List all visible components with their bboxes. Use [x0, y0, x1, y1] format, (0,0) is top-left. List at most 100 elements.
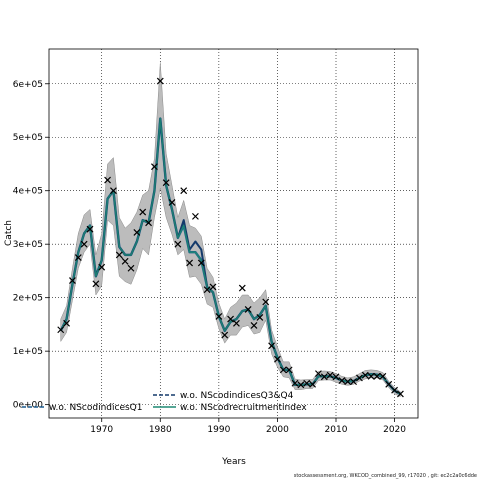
y-axis-label: Catch — [4, 220, 14, 246]
y-tick-label: 6e+05 — [13, 80, 43, 90]
observed-point — [315, 370, 322, 378]
observed-point-stroke — [174, 240, 182, 248]
y-tick-label: 5e+05 — [13, 133, 43, 143]
observed-point — [320, 373, 328, 381]
x-tick-label: 1980 — [149, 425, 172, 435]
observed-point-stroke — [139, 208, 147, 216]
y-tick-label: 3e+05 — [13, 240, 43, 250]
observed-point — [98, 263, 106, 271]
observed-point — [174, 240, 182, 248]
observed-point — [110, 187, 117, 195]
observed-point — [274, 355, 281, 363]
observed-point — [104, 176, 111, 184]
observed-point-stroke — [315, 370, 322, 378]
observed-point-stroke — [244, 306, 252, 313]
observed-point-stroke — [221, 331, 229, 339]
observed-point — [344, 378, 352, 386]
observed-point-stroke — [98, 263, 106, 271]
observed-point-stroke — [350, 378, 357, 386]
x-tick-label: 2010 — [325, 425, 348, 435]
observed-point — [350, 378, 357, 386]
y-tick-label: 0e+00 — [13, 401, 44, 411]
observed-point-stroke — [209, 283, 217, 291]
observed-point-stroke — [367, 372, 375, 380]
observed-point-stroke — [262, 298, 270, 306]
series-lines — [59, 117, 402, 395]
observed-point — [180, 187, 188, 195]
observed-point-stroke — [356, 374, 363, 382]
observed-point-stroke — [338, 377, 346, 384]
observed-point — [162, 179, 170, 187]
observed-point-stroke — [133, 229, 141, 236]
x-tick-label: 1970 — [90, 425, 113, 435]
observed-point — [356, 374, 363, 382]
observed-point — [80, 240, 88, 248]
observed-point — [361, 371, 369, 379]
observed-point — [209, 283, 217, 291]
observed-point-stroke — [397, 390, 404, 398]
observed-point-stroke — [197, 259, 205, 267]
observed-point — [262, 298, 270, 306]
y-tick-label: 4e+05 — [13, 187, 43, 197]
observed-point-stroke — [391, 386, 398, 394]
observed-point-stroke — [57, 326, 65, 334]
observed-point — [244, 306, 252, 313]
observed-point — [285, 366, 293, 374]
legend-label: w.o. NScodrecruitmentindex — [180, 403, 307, 413]
observed-point — [256, 314, 264, 321]
observed-point — [57, 326, 65, 334]
observed-point-stroke — [121, 257, 129, 265]
observed-point — [121, 257, 129, 265]
observed-point — [127, 264, 135, 272]
plot-area — [48, 48, 419, 419]
observed-point-stroke — [361, 371, 369, 379]
observed-point — [397, 390, 404, 398]
observed-point — [145, 219, 152, 227]
observed-point — [168, 199, 176, 206]
x-axis-label: Years — [221, 457, 246, 467]
observed-point-stroke — [162, 179, 170, 187]
observed-point — [197, 259, 205, 267]
observed-points — [57, 77, 404, 398]
observed-point-stroke — [332, 373, 340, 381]
observed-point-stroke — [192, 212, 199, 220]
observed-point — [221, 331, 229, 339]
observed-point — [156, 77, 164, 85]
x-axis: 1970 1980 1990 2000 2010 2020 — [90, 418, 406, 435]
observed-point-stroke — [69, 277, 76, 284]
x-tick-label: 2000 — [266, 425, 289, 435]
observed-point — [69, 277, 76, 284]
observed-point — [186, 259, 193, 267]
observed-point-stroke — [379, 372, 387, 380]
observed-point-stroke — [373, 372, 381, 380]
observed-point — [233, 319, 240, 327]
observed-point-stroke — [274, 355, 281, 363]
observed-point — [268, 342, 275, 350]
observed-point-stroke — [86, 225, 94, 233]
observed-point-stroke — [115, 251, 123, 259]
observed-point — [74, 254, 82, 261]
observed-point — [192, 212, 199, 220]
confidence-band-area — [60, 62, 401, 397]
observed-point-stroke — [256, 314, 264, 321]
legend-label: w.o. NScodindicesQ1 — [49, 403, 142, 413]
observed-point — [326, 371, 334, 379]
observed-point — [385, 380, 393, 388]
observed-point-stroke — [156, 77, 164, 85]
observed-point-stroke — [151, 163, 158, 171]
observed-point-stroke — [145, 219, 152, 227]
observed-point-stroke — [291, 379, 299, 387]
observed-point-stroke — [303, 379, 311, 387]
observed-point — [86, 225, 94, 233]
observed-point-stroke — [63, 319, 70, 327]
observed-point-stroke — [227, 315, 234, 323]
confidence-band — [60, 62, 401, 397]
legend-label: w.o. NScodindicesQ3&Q4 — [180, 391, 294, 401]
observed-point — [151, 163, 158, 171]
observed-point-stroke — [250, 322, 258, 329]
observed-point-stroke — [309, 380, 316, 388]
observed-point-stroke — [268, 342, 275, 350]
observed-point-stroke — [297, 381, 305, 389]
y-tick-label: 2e+05 — [13, 294, 43, 304]
